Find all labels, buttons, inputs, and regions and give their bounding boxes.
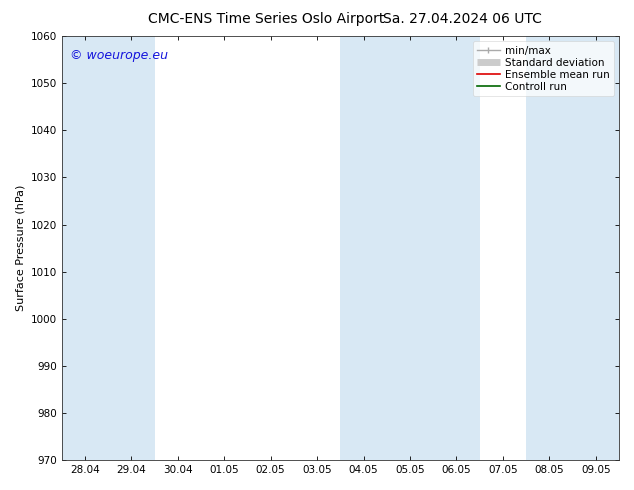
Legend: min/max, Standard deviation, Ensemble mean run, Controll run: min/max, Standard deviation, Ensemble me… — [472, 41, 614, 96]
Y-axis label: Surface Pressure (hPa): Surface Pressure (hPa) — [15, 185, 25, 311]
Bar — [433, 36, 480, 460]
Bar — [108, 36, 155, 460]
Bar — [573, 36, 619, 460]
Bar — [340, 36, 387, 460]
Bar — [61, 36, 108, 460]
Bar — [387, 36, 433, 460]
Bar — [526, 36, 573, 460]
Text: CMC-ENS Time Series Oslo Airport: CMC-ENS Time Series Oslo Airport — [148, 12, 384, 26]
Text: © woeurope.eu: © woeurope.eu — [70, 49, 168, 62]
Text: Sa. 27.04.2024 06 UTC: Sa. 27.04.2024 06 UTC — [384, 12, 542, 26]
